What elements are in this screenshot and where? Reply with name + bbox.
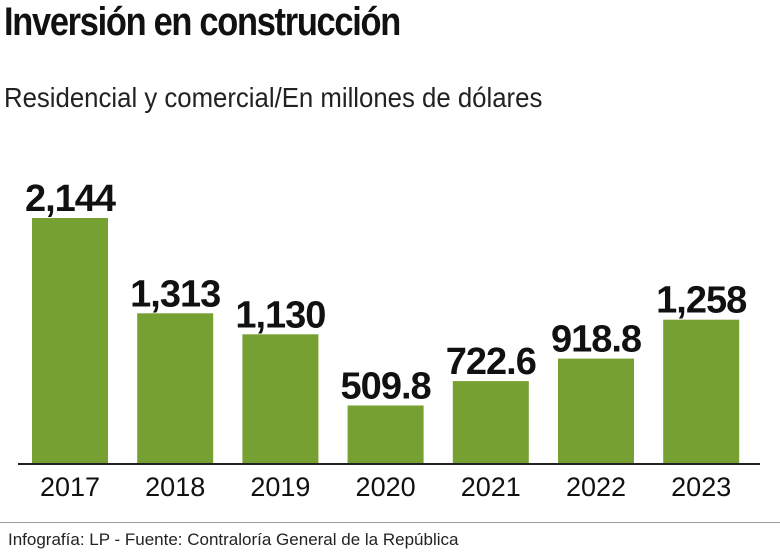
- x-tick-2019: 2019: [250, 472, 310, 502]
- x-tick-2023: 2023: [671, 472, 731, 502]
- x-tick-2017: 2017: [40, 472, 100, 502]
- data-label-2019: 1,130: [235, 294, 325, 336]
- data-label-2023: 1,258: [656, 280, 746, 322]
- x-tick-2020: 2020: [356, 472, 416, 502]
- data-label-2017: 2,144: [25, 178, 116, 220]
- chart-subtitle: Residencial y comercial/En millones de d…: [4, 82, 543, 113]
- bar-2019: [242, 334, 319, 464]
- x-tick-2021: 2021: [461, 472, 521, 502]
- bar-chart: 2,144 2017 1,313 2018 1,130 2019 509.8 2020 722.…: [18, 178, 760, 502]
- bar-2022: [558, 358, 634, 464]
- source-credit: Infografía: LP - Fuente: Contraloría Gen…: [8, 530, 459, 549]
- data-label-2021: 722.6: [446, 341, 536, 383]
- chart-title: Inversión en construcción: [4, 0, 401, 44]
- bar-2018: [137, 313, 214, 464]
- bar-2023: [663, 319, 740, 464]
- data-label-2018: 1,313: [130, 273, 220, 315]
- x-tick-2018: 2018: [145, 472, 205, 502]
- x-tick-2022: 2022: [566, 472, 626, 502]
- footer-divider: [0, 522, 780, 523]
- data-label-2020: 509.8: [341, 366, 431, 408]
- bar-2020: [347, 405, 424, 464]
- bar-2021: [452, 381, 529, 464]
- bar-2017: [32, 218, 108, 464]
- data-label-2022: 918.8: [551, 319, 641, 361]
